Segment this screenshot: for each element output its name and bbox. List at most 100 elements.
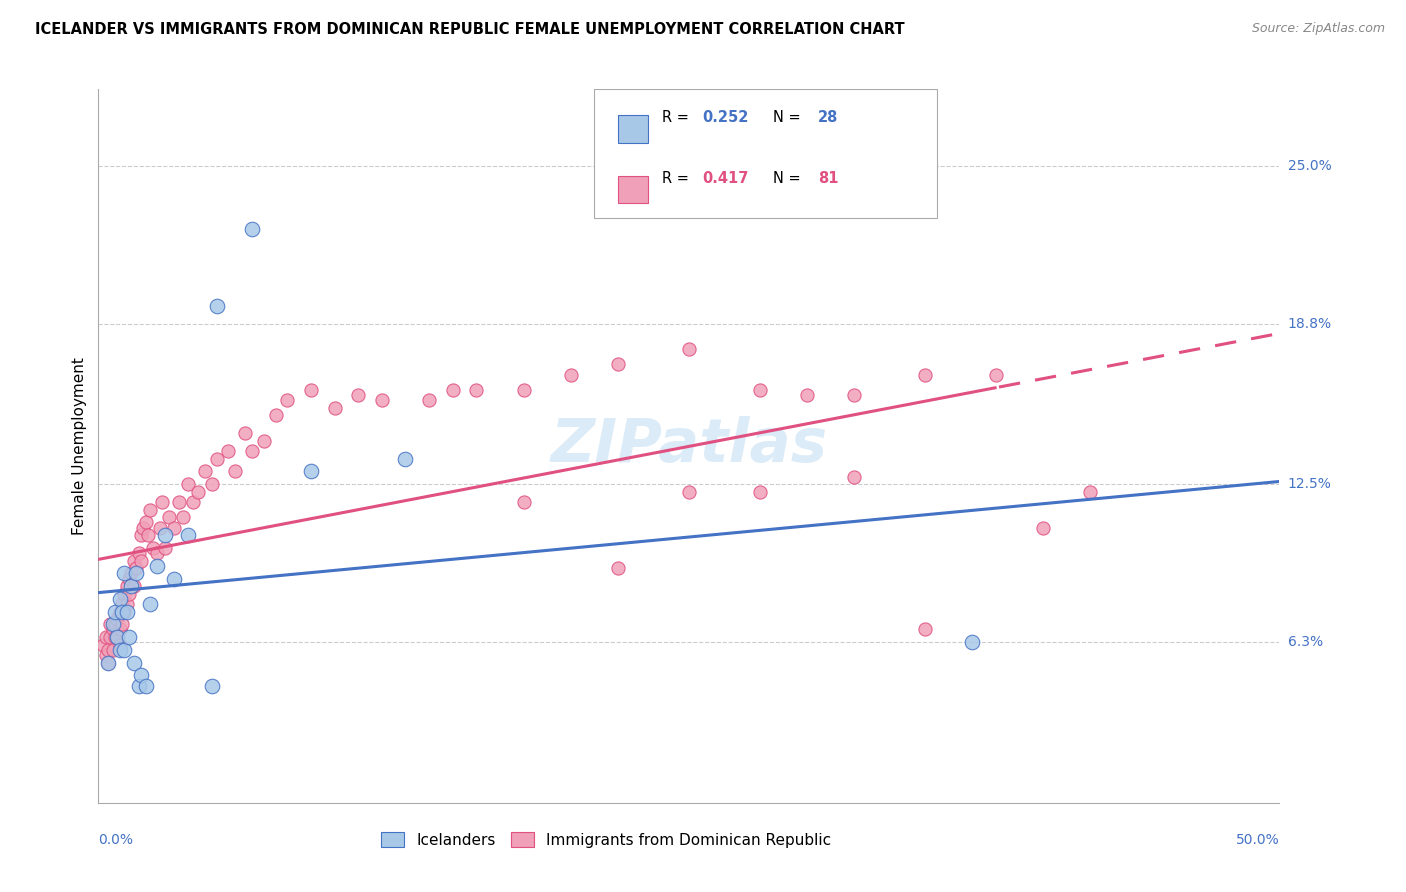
Point [607, 561, 630, 575]
Point [157, 510, 180, 524]
Text: N =: N = [773, 171, 806, 186]
Text: N =: N = [773, 111, 806, 125]
Point [347, 388, 370, 402]
Point [139, 597, 162, 611]
Point [201, 679, 224, 693]
Point [1080, 484, 1102, 499]
FancyBboxPatch shape [619, 176, 648, 203]
Text: 25.0%: 25.0% [1288, 159, 1331, 173]
Point [122, 554, 145, 568]
Point [394, 451, 416, 466]
Text: ZIPatlas: ZIPatlas [550, 417, 828, 475]
Point [108, 623, 131, 637]
Point [299, 465, 322, 479]
Point [108, 605, 131, 619]
Point [108, 643, 131, 657]
Point [748, 383, 770, 397]
Point [276, 393, 298, 408]
Point [205, 451, 228, 466]
Point [101, 617, 124, 632]
Point [94, 630, 117, 644]
Point [91, 638, 114, 652]
Point [105, 630, 128, 644]
Point [132, 520, 155, 534]
Text: R =: R = [662, 171, 693, 186]
Point [748, 484, 770, 499]
Point [108, 638, 131, 652]
Point [299, 383, 322, 397]
Point [105, 612, 128, 626]
Point [122, 656, 145, 670]
Text: 81: 81 [818, 171, 838, 186]
Point [121, 566, 143, 581]
Point [844, 469, 866, 483]
Point [129, 668, 152, 682]
Point [153, 541, 176, 555]
Text: 18.8%: 18.8% [1288, 317, 1331, 331]
Point [125, 566, 148, 581]
Y-axis label: Female Unemployment: Female Unemployment [72, 357, 87, 535]
Point [121, 579, 143, 593]
Point [118, 572, 141, 586]
Point [512, 383, 534, 397]
Point [678, 484, 700, 499]
Point [560, 368, 582, 382]
Point [914, 368, 936, 382]
FancyBboxPatch shape [595, 89, 936, 218]
Point [240, 444, 263, 458]
Point [122, 579, 145, 593]
Point [111, 617, 134, 632]
Point [224, 465, 246, 479]
Point [98, 630, 121, 644]
Point [371, 393, 394, 408]
Point [150, 495, 173, 509]
Point [512, 495, 534, 509]
Point [146, 546, 169, 560]
Point [128, 546, 150, 560]
Text: Source: ZipAtlas.com: Source: ZipAtlas.com [1251, 22, 1385, 36]
Point [984, 368, 1007, 382]
Point [108, 591, 131, 606]
Point [233, 426, 256, 441]
Point [205, 299, 228, 313]
Point [323, 401, 346, 415]
Point [97, 656, 120, 670]
Point [135, 679, 157, 693]
Point [177, 477, 200, 491]
Point [112, 605, 135, 619]
Point [253, 434, 276, 448]
Point [111, 605, 134, 619]
Point [142, 541, 165, 555]
Point [264, 409, 287, 423]
Text: 0.417: 0.417 [702, 171, 748, 186]
Point [465, 383, 488, 397]
Text: R =: R = [662, 111, 693, 125]
Point [163, 520, 186, 534]
Point [172, 510, 194, 524]
Text: ICELANDER VS IMMIGRANTS FROM DOMINICAN REPUBLIC FEMALE UNEMPLOYMENT CORRELATION : ICELANDER VS IMMIGRANTS FROM DOMINICAN R… [35, 22, 905, 37]
Text: 50.0%: 50.0% [1236, 833, 1279, 847]
Text: 12.5%: 12.5% [1288, 477, 1331, 491]
Point [115, 597, 138, 611]
Point [112, 643, 135, 657]
Point [104, 605, 127, 619]
Point [217, 444, 239, 458]
Point [104, 617, 127, 632]
Point [128, 679, 150, 693]
Point [153, 528, 176, 542]
Point [240, 222, 263, 236]
Point [104, 630, 127, 644]
Point [418, 393, 440, 408]
Point [796, 388, 818, 402]
Point [167, 495, 190, 509]
Point [441, 383, 464, 397]
Point [201, 477, 224, 491]
Point [914, 623, 936, 637]
Text: 0.252: 0.252 [702, 111, 748, 125]
Point [112, 587, 135, 601]
Point [125, 561, 148, 575]
Point [115, 579, 138, 593]
Point [111, 597, 134, 611]
Point [129, 554, 152, 568]
Point [118, 587, 141, 601]
